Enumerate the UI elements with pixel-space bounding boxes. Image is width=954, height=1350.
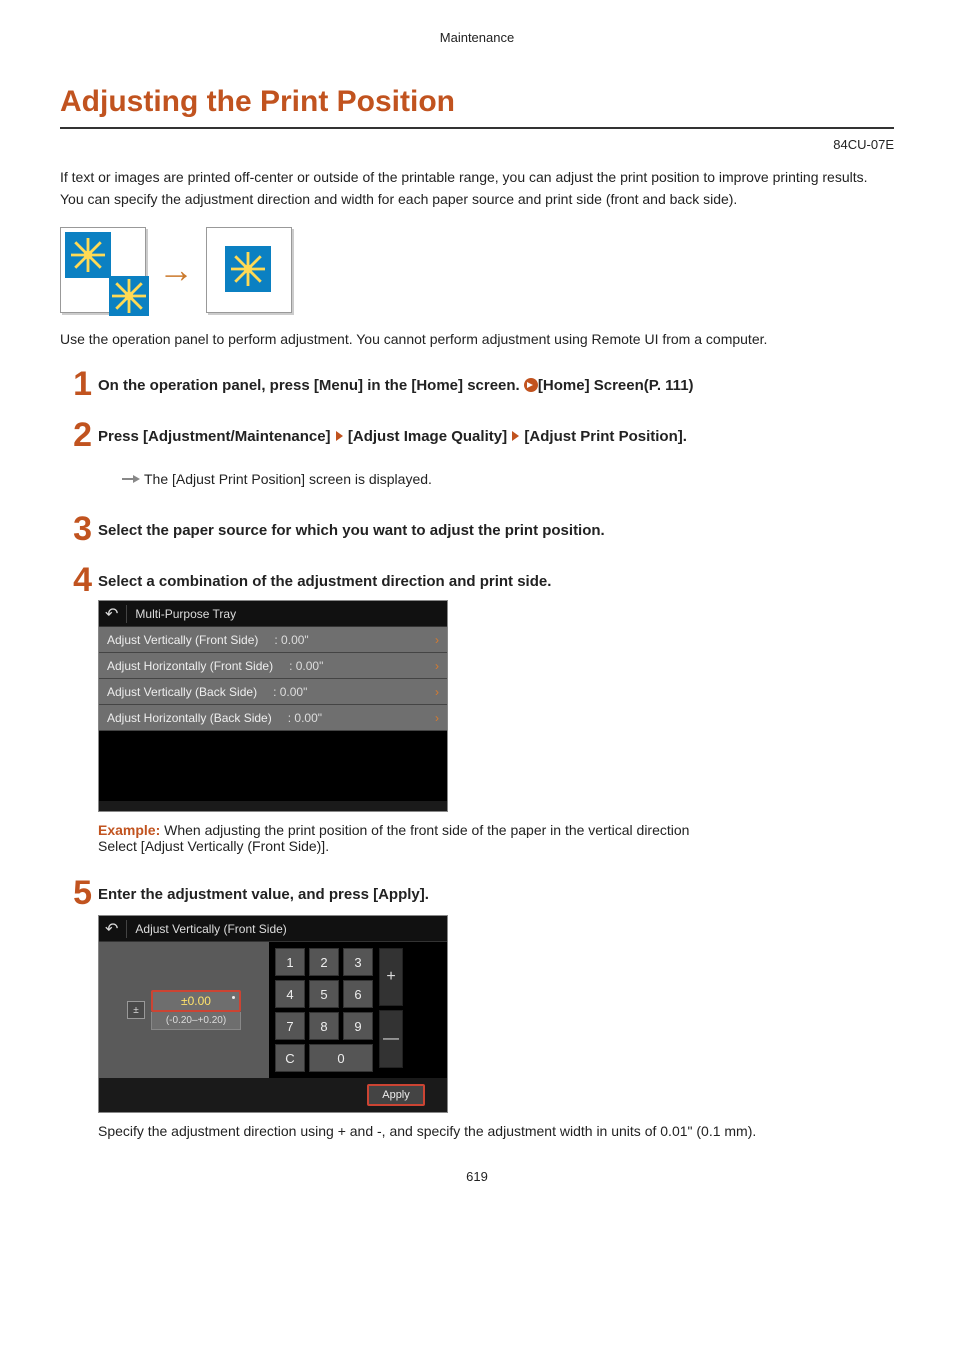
list-item[interactable]: Adjust Horizontally (Back Side) : 0.00" ›	[99, 705, 447, 731]
page-title: Adjusting the Print Position	[60, 85, 894, 129]
step-2: 2 Press [Adjustment/Maintenance] [Adjust…	[98, 426, 894, 490]
key-2[interactable]: 2	[309, 948, 339, 976]
step-number: 4	[58, 561, 92, 600]
cross-ref-link[interactable]: [Home] Screen(P. 111)	[538, 377, 694, 394]
back-icon[interactable]: ↶	[105, 604, 118, 624]
chevron-right-icon: ›	[435, 633, 439, 647]
step-heading-seg: [Adjust Image Quality]	[344, 428, 512, 445]
example-text-line2: Select [Adjust Vertically (Front Side)].	[98, 838, 329, 854]
key-clear[interactable]: C	[275, 1044, 305, 1072]
step-heading: On the operation panel, press [Menu] in …	[98, 375, 894, 396]
example-block: Example: When adjusting the print positi…	[98, 822, 894, 854]
step-4: 4 Select a combination of the adjustment…	[98, 571, 894, 854]
panel-title: Multi-Purpose Tray	[135, 607, 236, 621]
star-icon	[112, 279, 146, 313]
key-6[interactable]: 6	[343, 980, 373, 1008]
key-minus[interactable]: —	[379, 1010, 403, 1068]
step-heading: Enter the adjustment value, and press [A…	[98, 884, 894, 905]
chevron-right-icon: ›	[435, 685, 439, 699]
result-arrow-icon	[122, 475, 140, 483]
triangle-right-icon	[512, 431, 519, 441]
list-item-label: Adjust Vertically (Back Side)	[107, 685, 257, 699]
step-heading: Press [Adjustment/Maintenance] [Adjust I…	[98, 426, 894, 447]
result-text: The [Adjust Print Position] screen is di…	[144, 471, 432, 487]
example-label: Example:	[98, 822, 160, 838]
back-icon[interactable]: ↶	[105, 919, 118, 939]
list-item-value: : 0.00"	[273, 685, 307, 699]
page-number: 619	[60, 1169, 894, 1184]
triangle-right-icon	[336, 431, 343, 441]
list-item-label: Adjust Horizontally (Back Side)	[107, 711, 272, 725]
key-0[interactable]: 0	[309, 1044, 373, 1072]
step-heading-seg: Press [Adjustment/Maintenance]	[98, 428, 335, 445]
key-plus[interactable]: +	[379, 948, 403, 1006]
chevron-right-icon: ›	[435, 711, 439, 725]
divider	[126, 920, 127, 938]
keypad-panel-screenshot: ↶ Adjust Vertically (Front Side) ± ±0.00…	[98, 915, 448, 1113]
plus-minus-toggle-icon[interactable]: ±	[127, 1001, 145, 1019]
page-after	[206, 227, 292, 313]
list-item-label: Adjust Horizontally (Front Side)	[107, 659, 273, 673]
range-label: (-0.20–+0.20)	[151, 1012, 241, 1030]
page-before	[60, 227, 146, 313]
intro-text: If text or images are printed off-center…	[60, 168, 894, 209]
key-7[interactable]: 7	[275, 1012, 305, 1040]
note-text: Use the operation panel to perform adjus…	[60, 331, 894, 347]
list-item-value: : 0.00"	[289, 659, 323, 673]
step-number: 1	[58, 365, 92, 404]
cursor-dot-icon	[232, 996, 235, 999]
step-heading: Select the paper source for which you wa…	[98, 520, 894, 541]
key-8[interactable]: 8	[309, 1012, 339, 1040]
value-text: ±0.00	[181, 994, 211, 1008]
step-heading: Select a combination of the adjustment d…	[98, 571, 894, 592]
list-item-value: : 0.00"	[288, 711, 322, 725]
document-code: 84CU-07E	[60, 137, 894, 152]
example-text: When adjusting the print position of the…	[160, 822, 689, 838]
list-item-value: : 0.00"	[274, 633, 308, 647]
divider	[126, 605, 127, 623]
arrow-right-icon: →	[158, 249, 194, 291]
list-item-label: Adjust Vertically (Front Side)	[107, 633, 258, 647]
value-field[interactable]: ±0.00	[151, 990, 241, 1012]
key-3[interactable]: 3	[343, 948, 373, 976]
chevron-right-icon: ›	[435, 659, 439, 673]
step-body: The [Adjust Print Position] screen is di…	[122, 469, 894, 490]
panel-title: Adjust Vertically (Front Side)	[135, 922, 286, 936]
intro-paragraph: You can specify the adjustment direction…	[60, 190, 894, 210]
step-5: 5 Enter the adjustment value, and press …	[98, 884, 894, 1139]
step-number: 5	[58, 874, 92, 913]
section-header: Maintenance	[60, 30, 894, 45]
list-item[interactable]: Adjust Horizontally (Front Side): 0.00" …	[99, 653, 447, 679]
step-heading-seg: [Adjust Print Position].	[520, 428, 687, 445]
step-3: 3 Select the paper source for which you …	[98, 520, 894, 541]
star-icon	[231, 252, 265, 286]
settings-panel-screenshot: ↶ Multi-Purpose Tray Adjust Vertically (…	[98, 600, 448, 812]
list-item[interactable]: Adjust Vertically (Front Side) : 0.00" ›	[99, 627, 447, 653]
step-heading-text: On the operation panel, press [Menu] in …	[98, 377, 524, 394]
link-icon[interactable]	[524, 378, 538, 392]
step-number: 3	[58, 510, 92, 549]
step-1: 1 On the operation panel, press [Menu] i…	[98, 375, 894, 396]
before-after-figure: →	[60, 227, 894, 313]
list-item[interactable]: Adjust Vertically (Back Side) : 0.00" ›	[99, 679, 447, 705]
key-4[interactable]: 4	[275, 980, 305, 1008]
step-number: 2	[58, 416, 92, 455]
star-icon	[71, 238, 105, 272]
apply-button[interactable]: Apply	[367, 1084, 425, 1106]
key-9[interactable]: 9	[343, 1012, 373, 1040]
numeric-keypad: 1 2 3 4 5 6 7 8 9 C 0	[275, 948, 373, 1072]
key-1[interactable]: 1	[275, 948, 305, 976]
intro-paragraph: If text or images are printed off-center…	[60, 168, 894, 188]
footnote-text: Specify the adjustment direction using +…	[98, 1123, 894, 1139]
key-5[interactable]: 5	[309, 980, 339, 1008]
